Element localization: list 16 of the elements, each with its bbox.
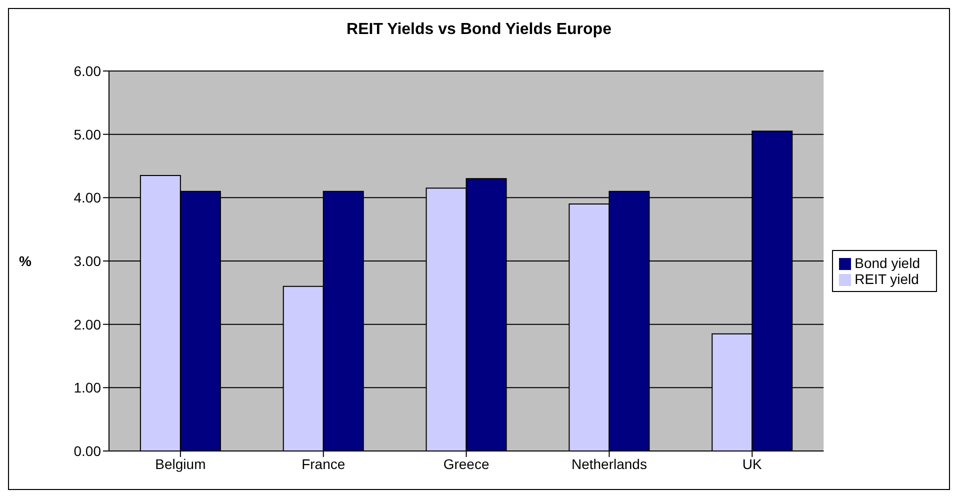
x-tick-label: France	[302, 456, 346, 472]
x-tick-label: Greece	[443, 456, 490, 472]
y-tick-label: 4.00	[74, 190, 102, 206]
legend-label: Bond yield	[854, 255, 920, 271]
y-tick-label: 0.00	[74, 442, 102, 459]
chart-title: REIT Yields vs Bond Yields Europe	[346, 20, 612, 40]
y-axis-title: %	[19, 252, 32, 269]
y-tick-label: 2.00	[74, 316, 102, 332]
y-tick-label: 6.00	[74, 62, 102, 79]
y-tick-label: 3.00	[74, 252, 102, 269]
x-tick-label: Belgium	[155, 456, 206, 472]
legend-label: REIT yield	[854, 271, 919, 287]
y-tick-label: 1.00	[74, 380, 102, 396]
y-tick-label: 5.00	[74, 126, 102, 142]
x-tick-label: UK	[742, 456, 763, 472]
x-tick-label: Netherlands	[571, 456, 647, 472]
